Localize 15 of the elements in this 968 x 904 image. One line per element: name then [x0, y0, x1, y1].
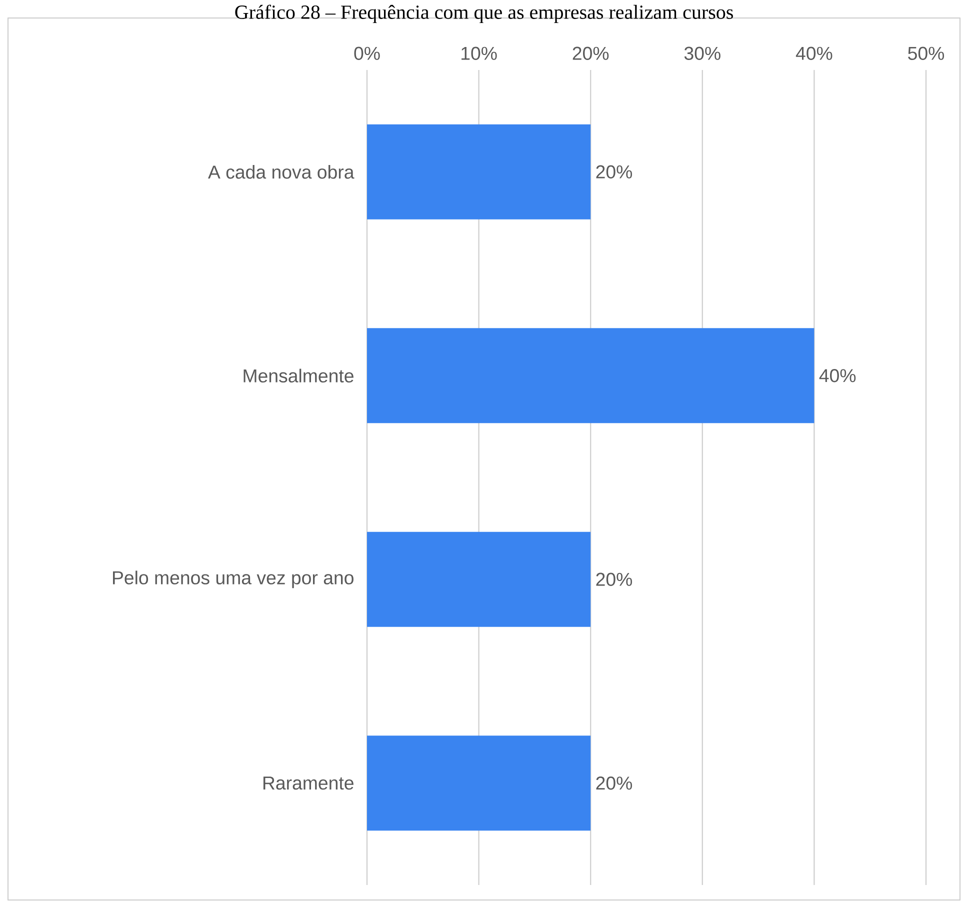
- x-tick-label: 30%: [684, 46, 720, 60]
- y-tick-label: Raramente: [263, 776, 354, 790]
- x-tick-label: 40%: [796, 46, 832, 60]
- x-tick-label: 50%: [908, 46, 944, 60]
- data-label: 20%: [596, 165, 632, 178]
- data-label: 20%: [596, 776, 632, 790]
- data-label: 20%: [596, 572, 632, 586]
- y-tick-label: A cada nova obra: [208, 165, 354, 179]
- y-tick-label: Mensalmente: [244, 368, 354, 382]
- data-label: 40%: [819, 369, 856, 382]
- y-tick-label: Pelo menos uma vez por ano: [113, 570, 354, 588]
- x-tick-label: 20%: [572, 46, 609, 60]
- x-tick-label: 10%: [462, 46, 497, 60]
- x-tick-label: 0%: [354, 46, 380, 60]
- chart-title: Gráfico 28 – Frequência com que as empresas realizam cursos: [235, 4, 733, 24]
